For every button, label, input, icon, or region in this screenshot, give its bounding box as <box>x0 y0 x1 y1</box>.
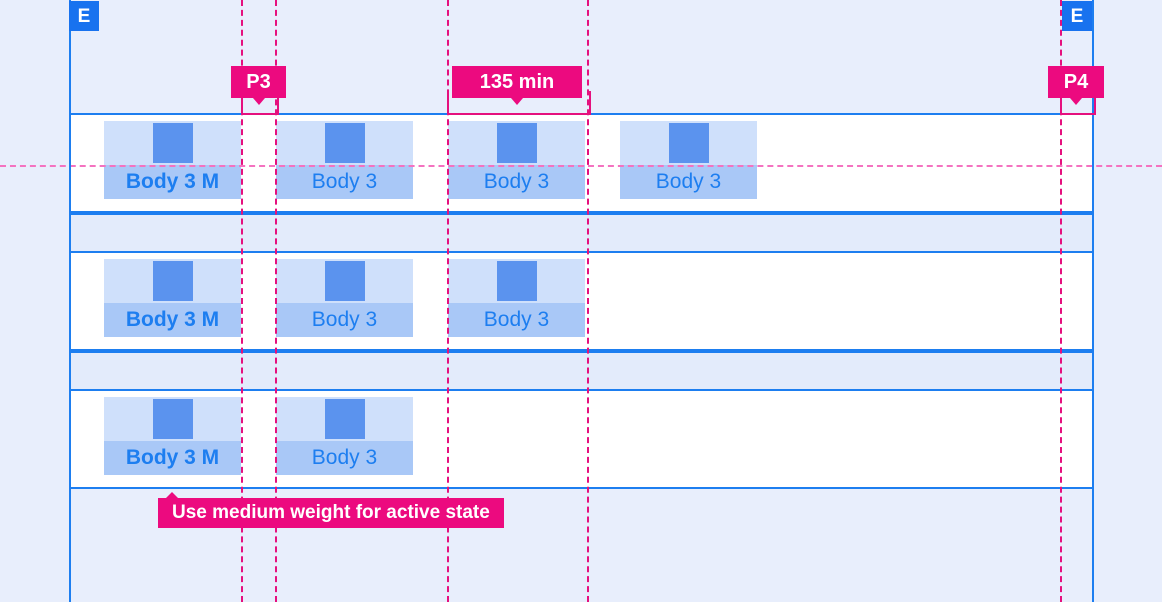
cell-label: Body 3 <box>276 165 413 199</box>
icon-container <box>276 121 413 165</box>
square-icon <box>152 261 193 301</box>
nav-cell[interactable]: Body 3 <box>448 121 585 199</box>
square-icon <box>324 123 365 163</box>
margin-line-left <box>69 0 71 602</box>
measure-label-minutes: 135 min <box>452 66 582 105</box>
icon-container <box>620 121 757 165</box>
annotation-label: Use medium weight for active state <box>172 502 490 523</box>
cell-label: Body 3 <box>448 303 585 337</box>
measure-label-p3: P3 <box>231 66 286 105</box>
edge-badge-right: E <box>1062 1 1092 31</box>
nav-cell[interactable]: Body 3 <box>276 397 413 475</box>
icon-container <box>276 259 413 303</box>
nav-cell[interactable]: Body 3 <box>276 121 413 199</box>
edge-badge-label: E <box>77 5 91 27</box>
guide-line-min-start <box>447 0 449 602</box>
guide-line-p3-start <box>241 0 243 602</box>
cell-label: Body 3 M <box>104 303 241 337</box>
guide-line-p3-end <box>275 0 277 602</box>
spacer-row <box>69 213 1094 253</box>
pointer-tail-icon <box>511 98 523 105</box>
measure-bracket-min <box>447 91 591 115</box>
annotation-callout: Use medium weight for active state <box>158 492 504 528</box>
guide-line-min-end <box>587 0 589 602</box>
icon-container <box>448 259 585 303</box>
cell-label: Body 3 <box>448 165 585 199</box>
margin-line-right <box>1092 0 1094 602</box>
nav-cell[interactable]: Body 3 <box>448 259 585 337</box>
square-icon <box>152 123 193 163</box>
measure-label-p4: P4 <box>1048 66 1104 105</box>
nav-cell[interactable]: Body 3 M <box>104 259 241 337</box>
cell-label: Body 3 <box>620 165 757 199</box>
square-icon <box>496 261 537 301</box>
nav-cell[interactable]: Body 3 M <box>104 397 241 475</box>
cell-label: Body 3 M <box>104 165 241 199</box>
nav-cell[interactable]: Body 3 <box>276 259 413 337</box>
edge-badge-label: E <box>1070 5 1084 27</box>
square-icon <box>152 399 193 439</box>
cell-label: Body 3 <box>276 303 413 337</box>
cell-label: Body 3 M <box>104 441 241 475</box>
square-icon <box>496 123 537 163</box>
measure-label-text: 135 min <box>479 71 555 93</box>
icon-container <box>104 397 241 441</box>
square-icon <box>668 123 709 163</box>
pointer-tail-icon <box>1070 98 1082 105</box>
icon-container <box>276 397 413 441</box>
pointer-tail-icon <box>252 98 265 105</box>
measure-label-text: P3 <box>246 71 271 93</box>
guide-line-p4 <box>1060 0 1062 602</box>
icon-container <box>104 259 241 303</box>
nav-cell[interactable]: Body 3 M <box>104 121 241 199</box>
measure-bracket-p3 <box>241 91 279 115</box>
measure-bracket-p4 <box>1060 91 1096 115</box>
square-icon <box>324 399 365 439</box>
edge-badge-left: E <box>69 1 99 31</box>
cell-label: Body 3 <box>276 441 413 475</box>
square-icon <box>324 261 365 301</box>
pointer-tail-icon <box>166 492 178 498</box>
measure-label-text: P4 <box>1063 71 1089 93</box>
icon-container <box>104 121 241 165</box>
guide-baseline-horizontal <box>0 165 1162 167</box>
nav-cell[interactable]: Body 3 <box>620 121 757 199</box>
spacer-row <box>69 351 1094 391</box>
icon-container <box>448 121 585 165</box>
